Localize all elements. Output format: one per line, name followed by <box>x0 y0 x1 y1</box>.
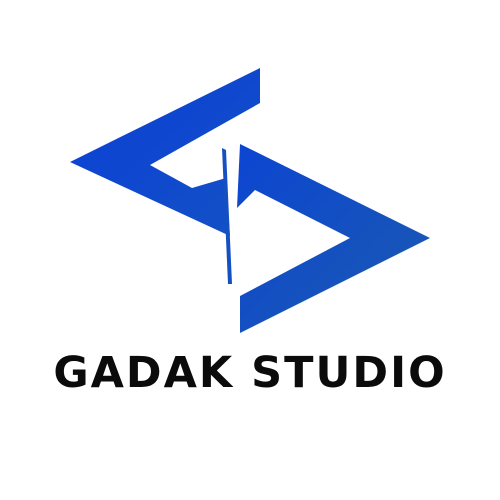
right-chevron-shape <box>237 144 430 333</box>
chevron-arrows-logo-icon <box>70 68 430 333</box>
brand-wordmark: GADAK STUDIO <box>53 348 447 398</box>
left-chevron-shape <box>70 68 260 236</box>
center-slash-shape <box>222 148 232 284</box>
